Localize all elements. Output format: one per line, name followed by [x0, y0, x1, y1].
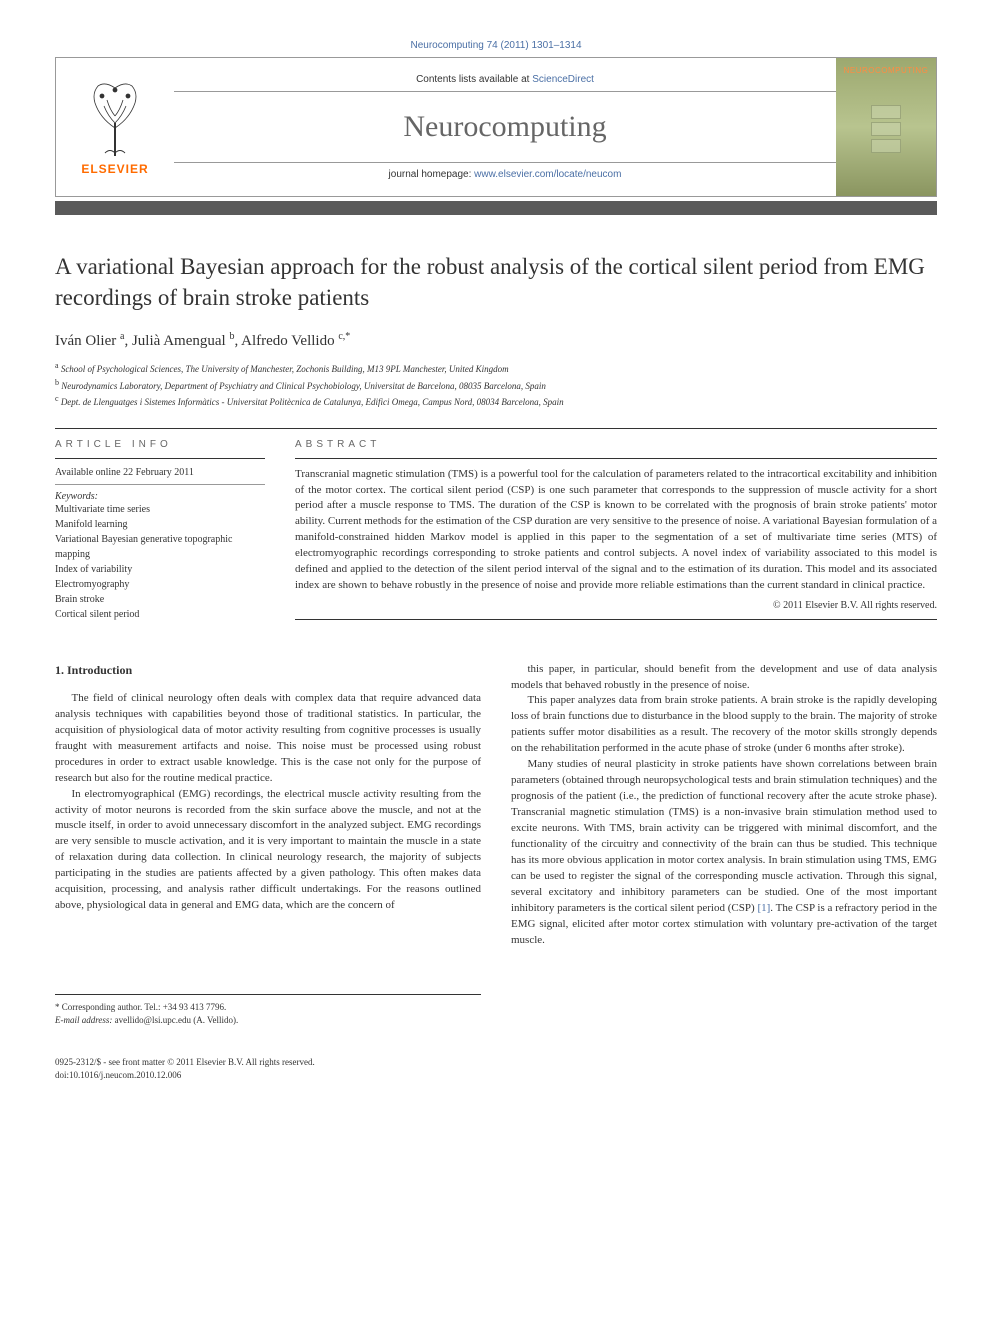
info-abstract-row: ARTICLE INFO Available online 22 Februar… — [55, 429, 937, 622]
article-info-heading: ARTICLE INFO — [55, 429, 265, 459]
affiliation: c Dept. de Llenguatges i Sistemes Inform… — [55, 393, 937, 410]
body-column-right: this paper, in particular, should benefi… — [511, 662, 937, 1027]
body-paragraph: The field of clinical neurology often de… — [55, 691, 481, 787]
keyword: Electromyography — [55, 577, 265, 592]
body-column-left: 1. Introduction The field of clinical ne… — [55, 662, 481, 1027]
abstract-text: Transcranial magnetic stimulation (TMS) … — [295, 467, 937, 595]
corresponding-author-footnote: * Corresponding author. Tel.: +34 93 413… — [55, 994, 481, 1026]
email-value[interactable]: avellido@lsi.upc.edu (A. Vellido). — [115, 1015, 239, 1025]
keyword: Multivariate time series — [55, 502, 265, 517]
authors-line: Iván Olier a, Julià Amengual b, Alfredo … — [55, 331, 937, 350]
header-center: Contents lists available at ScienceDirec… — [174, 58, 836, 196]
affiliation: b Neurodynamics Laboratory, Department o… — [55, 377, 937, 394]
keywords-label: Keywords: — [55, 491, 265, 502]
body-paragraph: Many studies of neural plasticity in str… — [511, 757, 937, 948]
keyword: Cortical silent period — [55, 607, 265, 622]
keyword: Index of variability — [55, 562, 265, 577]
journal-name: Neurocomputing — [403, 110, 606, 144]
cover-footer — [885, 182, 886, 188]
journal-header: ELSEVIER Contents lists available at Sci… — [55, 57, 937, 197]
contents-prefix: Contents lists available at — [416, 74, 532, 85]
journal-homepage-line: journal homepage: www.elsevier.com/locat… — [174, 162, 836, 186]
keyword: Manifold learning — [55, 517, 265, 532]
article-info: ARTICLE INFO Available online 22 Februar… — [55, 429, 265, 622]
abstract-copyright: © 2011 Elsevier B.V. All rights reserved… — [295, 600, 937, 620]
citation-link[interactable]: [1] — [757, 902, 770, 914]
journal-homepage-link[interactable]: www.elsevier.com/locate/neucom — [474, 169, 621, 180]
sciencedirect-link[interactable]: ScienceDirect — [532, 74, 594, 85]
homepage-prefix: journal homepage: — [389, 169, 475, 180]
body-paragraph: This paper analyzes data from brain stro… — [511, 693, 937, 757]
keyword: Variational Bayesian generative topograp… — [55, 532, 265, 562]
elsevier-tree-icon — [80, 78, 150, 158]
cover-title: NEUROCOMPUTING — [844, 66, 929, 75]
doi-line: doi:10.1016/j.neucom.2010.12.006 — [55, 1069, 937, 1082]
corresp-email-line: E-mail address: avellido@lsi.upc.edu (A.… — [55, 1014, 481, 1027]
body-columns: 1. Introduction The field of clinical ne… — [55, 662, 937, 1027]
abstract: ABSTRACT Transcranial magnetic stimulati… — [295, 429, 937, 622]
footer-meta: 0925-2312/$ - see front matter © 2011 El… — [55, 1056, 937, 1081]
affiliation: a School of Psychological Sciences, The … — [55, 360, 937, 377]
body-paragraph: this paper, in particular, should benefi… — [511, 662, 937, 694]
corresp-author-line: * Corresponding author. Tel.: +34 93 413… — [55, 1001, 481, 1014]
email-label: E-mail address: — [55, 1015, 112, 1025]
abstract-heading: ABSTRACT — [295, 429, 937, 459]
journal-cover-thumbnail[interactable]: NEUROCOMPUTING — [836, 58, 936, 196]
divider-bar — [55, 201, 937, 215]
online-date: Available online 22 February 2011 — [55, 459, 265, 485]
article-title: A variational Bayesian approach for the … — [55, 251, 937, 313]
elsevier-logo[interactable]: ELSEVIER — [56, 58, 174, 196]
elsevier-wordmark: ELSEVIER — [81, 162, 148, 176]
cover-graphic — [871, 105, 901, 153]
issn-line: 0925-2312/$ - see front matter © 2011 El… — [55, 1056, 937, 1069]
page: Neurocomputing 74 (2011) 1301–1314 — [0, 0, 992, 1111]
keyword: Brain stroke — [55, 592, 265, 607]
journal-citation-link[interactable]: Neurocomputing 74 (2011) 1301–1314 — [55, 40, 937, 51]
contents-available-line: Contents lists available at ScienceDirec… — [174, 68, 836, 92]
affiliations: a School of Psychological Sciences, The … — [55, 360, 937, 410]
keywords-list: Multivariate time seriesManifold learnin… — [55, 502, 265, 622]
body-paragraph: In electromyographical (EMG) recordings,… — [55, 787, 481, 915]
section-heading: 1. Introduction — [55, 662, 481, 679]
